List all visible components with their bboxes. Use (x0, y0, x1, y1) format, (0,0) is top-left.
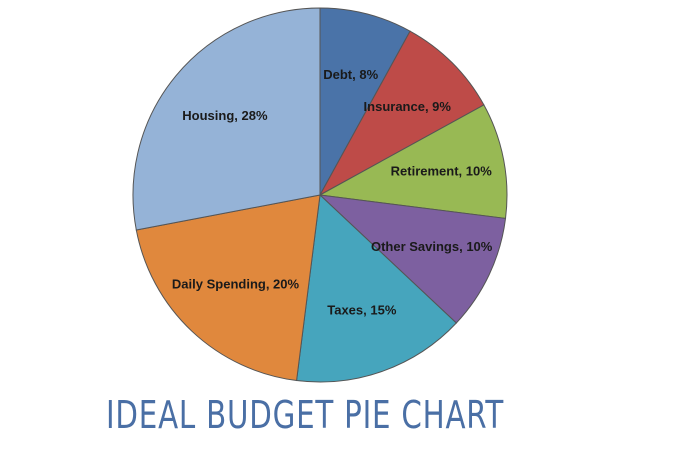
pie-slice (135, 194, 321, 382)
slice-label: Insurance, 9% (364, 99, 452, 114)
slice-label: Retirement, 10% (391, 163, 493, 178)
pie-slice (319, 7, 411, 196)
slice-label: Housing, 28% (182, 108, 268, 123)
slice-label: Taxes, 15% (327, 303, 397, 318)
pie: Debt, 8% Insurance, 9% Retirement, 10% Othe… (132, 7, 508, 383)
slice-label: Debt, 8% (323, 67, 378, 82)
pie-slice (132, 7, 321, 231)
pie-slice (318, 194, 507, 324)
pie-slice (296, 193, 458, 383)
slice-label: Daily Spending, 20% (172, 276, 300, 291)
slice-label: Other Savings, 10% (371, 239, 493, 254)
chart-title: IDEAL BUDGET PIE CHART (106, 393, 504, 437)
pie-slice (318, 30, 485, 197)
pie-slice (318, 104, 508, 219)
